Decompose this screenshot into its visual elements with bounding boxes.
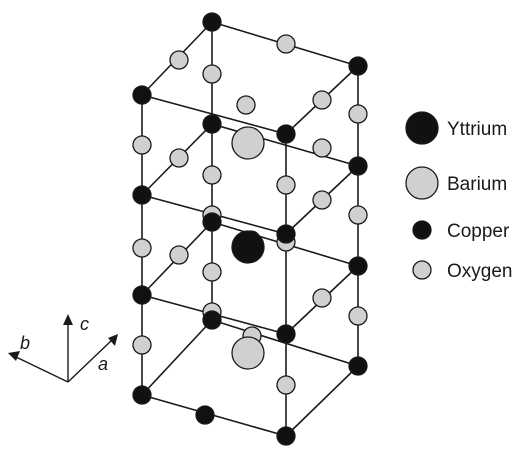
oxygen-atom (312, 288, 332, 308)
copper-atom (132, 385, 152, 405)
legend-yttrium-label: Yttrium (447, 119, 507, 140)
legend-copper-label: Copper (447, 221, 510, 242)
lattice-edges (141, 21, 359, 437)
c-axis-label: c (80, 314, 89, 334)
legend-copper-marker (412, 220, 432, 240)
copper-atom (348, 156, 368, 176)
oxygen-atom (236, 95, 256, 115)
legend-oxygen-label: Oxygen (447, 261, 512, 282)
oxygen-atom (202, 262, 222, 282)
copper-atom (348, 256, 368, 276)
yttrium-atom (231, 230, 265, 264)
barium-atom (231, 336, 265, 370)
b-axis-label: b (20, 333, 30, 353)
oxygen-atom (202, 165, 222, 185)
crystal-axes: c b a (8, 314, 118, 383)
a-axis-arrow-line (67, 339, 113, 383)
barium-atom (231, 126, 265, 160)
legend-yttrium-marker (405, 111, 439, 145)
lattice-atoms (132, 12, 368, 446)
legend-barium-label: Barium (447, 174, 507, 195)
oxygen-atom (276, 34, 296, 54)
legend: Yttrium Barium Copper Oxygen (405, 111, 512, 282)
oxygen-atom (348, 306, 368, 326)
copper-atom (132, 85, 152, 105)
oxygen-atom (169, 148, 189, 168)
oxygen-atom (169, 245, 189, 265)
layer-3-edge (285, 365, 359, 437)
copper-atom (348, 356, 368, 376)
copper-atom (195, 405, 215, 425)
copper-atom (202, 12, 222, 32)
oxygen-atom (312, 138, 332, 158)
legend-oxygen-marker (412, 260, 432, 280)
oxygen-atom (348, 205, 368, 225)
copper-atom (276, 124, 296, 144)
legend-barium-marker (405, 166, 439, 200)
oxygen-atom (132, 335, 152, 355)
copper-atom (202, 114, 222, 134)
oxygen-atom (169, 50, 189, 70)
copper-atom (132, 285, 152, 305)
oxygen-atom (202, 64, 222, 84)
layer-3-edge (141, 319, 213, 396)
a-axis-label: a (98, 354, 108, 374)
copper-atom (202, 310, 222, 330)
b-axis-arrowhead (8, 351, 20, 361)
layer-1-edge (211, 123, 359, 167)
oxygen-atom (312, 90, 332, 110)
layer-0-edge (141, 94, 287, 135)
copper-atom (276, 426, 296, 446)
oxygen-atom (276, 175, 296, 195)
copper-atom (276, 324, 296, 344)
copper-atom (202, 212, 222, 232)
oxygen-atom (348, 104, 368, 124)
oxygen-atom (132, 135, 152, 155)
b-axis-arrow-line (15, 356, 69, 383)
a-axis-arrowhead (108, 334, 118, 346)
copper-atom (132, 185, 152, 205)
copper-atom (348, 56, 368, 76)
oxygen-atom (132, 238, 152, 258)
oxygen-atom (312, 190, 332, 210)
copper-atom (276, 224, 296, 244)
c-axis-arrowhead (63, 314, 73, 325)
oxygen-atom (276, 375, 296, 395)
